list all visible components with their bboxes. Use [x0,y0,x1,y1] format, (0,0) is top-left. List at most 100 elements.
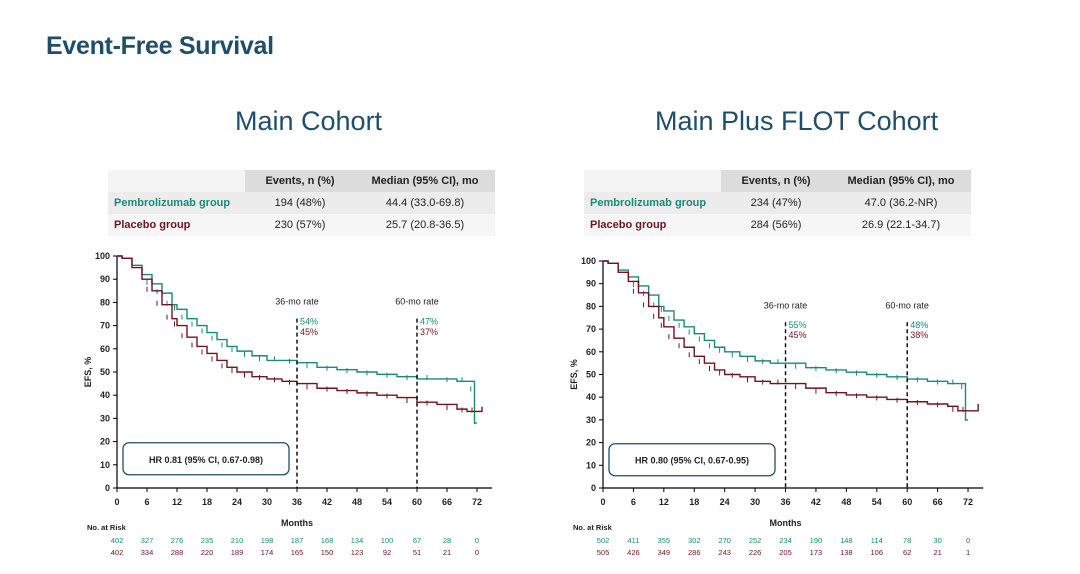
landmark-label: 36-mo rate [275,297,319,307]
at-risk-placebo: 173 [810,548,823,557]
landmark-pembro-rate: 54% [300,316,318,326]
y-tick-label: 20 [100,437,110,447]
x-tick-label: 24 [720,497,730,507]
at-risk-pembro: 276 [171,536,184,545]
at-risk-pembro: 67 [413,536,421,545]
y-tick-label: 20 [586,438,596,448]
at-risk-placebo: 220 [201,548,214,557]
x-tick-label: 54 [872,497,882,507]
x-tick-label: 42 [322,497,332,507]
at-risk-pembro: 0 [966,536,970,545]
summary-table-flot: Events, n (%) Median (95% CI), mo Pembro… [584,170,971,236]
y-tick-label: 40 [100,390,110,400]
y-tick-label: 90 [586,279,596,289]
at-risk-placebo: 138 [840,548,853,557]
events-cell: 230 (57%) [245,214,355,236]
x-tick-label: 24 [232,497,242,507]
x-tick-label: 60 [412,497,422,507]
landmark-label: 60-mo rate [395,297,439,307]
median-cell: 25.7 (20.8-36.5) [355,214,495,236]
events-cell: 234 (47%) [721,192,831,214]
y-tick-label: 30 [586,415,596,425]
landmark-placebo-rate: 45% [789,330,807,340]
at-risk-pembro: 168 [321,536,334,545]
table-header-blank [108,170,245,192]
hr-text: HR 0.81 (95% CI, 0.67-0.98) [149,455,263,465]
x-tick-label: 30 [262,497,272,507]
y-axis-title: EFS, % [569,359,579,390]
hr-box [608,443,776,477]
table-header-events: Events, n (%) [721,170,831,192]
y-tick-label: 100 [581,256,596,266]
events-cell: 284 (56%) [721,214,831,236]
at-risk-pembro: 270 [718,536,731,545]
at-risk-placebo: 402 [111,548,124,557]
at-risk-pembro: 30 [933,536,941,545]
at-risk-placebo: 334 [141,548,154,557]
median-cell: 47.0 (36.2-NR) [831,192,971,214]
at-risk-placebo: 62 [903,548,911,557]
at-risk-placebo: 0 [475,548,479,557]
at-risk-pembro: 252 [749,536,762,545]
panel-title-flot: Main Plus FLOT Cohort [655,106,939,136]
at-risk-pembro: 411 [627,536,639,545]
at-risk-label: No. at Risk [573,523,613,532]
group-label-placebo: Placebo group [584,214,721,236]
events-cell: 194 (48%) [245,192,355,214]
x-tick-label: 6 [144,497,149,507]
at-risk-pembro: 134 [351,536,364,545]
x-tick-label: 60 [902,497,912,507]
x-tick-label: 30 [750,497,760,507]
group-label-pembro: Pembrolizumab group [108,192,245,214]
y-tick-label: 50 [100,367,110,377]
x-tick-label: 12 [659,497,669,507]
hr-box [122,442,290,476]
at-risk-pembro: 210 [231,536,244,545]
at-risk-placebo: 92 [383,548,391,557]
landmark-label: 36-mo rate [764,301,808,311]
at-risk-pembro: 402 [111,536,124,545]
at-risk-pembro: 78 [903,536,911,545]
at-risk-placebo: 1 [966,548,970,557]
x-tick-label: 0 [114,497,119,507]
at-risk-placebo: 21 [933,548,941,557]
at-risk-placebo: 51 [413,548,421,557]
y-tick-label: 40 [586,392,596,402]
group-label-placebo: Placebo group [108,214,245,236]
y-tick-label: 90 [100,274,110,284]
y-tick-label: 0 [591,483,596,493]
table-row-pembro: Pembrolizumab group 194 (48%) 44.4 (33.0… [108,192,495,214]
at-risk-placebo: 165 [291,548,304,557]
x-tick-label: 54 [382,497,392,507]
x-tick-label: 66 [933,497,943,507]
x-tick-label: 12 [172,497,182,507]
y-tick-label: 60 [100,344,110,354]
median-cell: 26.9 (22.1-34.7) [831,214,971,236]
y-axis-title: EFS, % [83,357,93,388]
y-tick-label: 10 [100,460,110,470]
at-risk-placebo: 286 [688,548,701,557]
at-risk-placebo: 150 [321,548,334,557]
median-cell: 44.4 (33.0-69.8) [355,192,495,214]
landmark-placebo-rate: 37% [420,327,438,337]
y-tick-label: 0 [105,483,110,493]
panel-title-main: Main Cohort [235,106,383,136]
at-risk-placebo: 288 [171,548,184,557]
x-tick-label: 36 [781,497,791,507]
landmark-placebo-rate: 45% [300,327,318,337]
table-row-pembro: Pembrolizumab group 234 (47%) 47.0 (36.2… [584,192,971,214]
at-risk-pembro: 148 [840,536,853,545]
placebo-curve [117,255,483,413]
at-risk-placebo: 505 [597,548,610,557]
at-risk-pembro: 502 [597,536,610,545]
landmark-pembro-rate: 55% [789,320,807,330]
y-tick-label: 80 [586,301,596,311]
at-risk-pembro: 100 [381,536,394,545]
landmark-label: 60-mo rate [885,301,929,311]
y-tick-label: 30 [100,413,110,423]
x-tick-label: 48 [841,497,851,507]
at-risk-placebo: 205 [779,548,792,557]
at-risk-pembro: 355 [658,536,671,545]
at-risk-placebo: 349 [658,548,671,557]
landmark-pembro-rate: 47% [420,316,438,326]
